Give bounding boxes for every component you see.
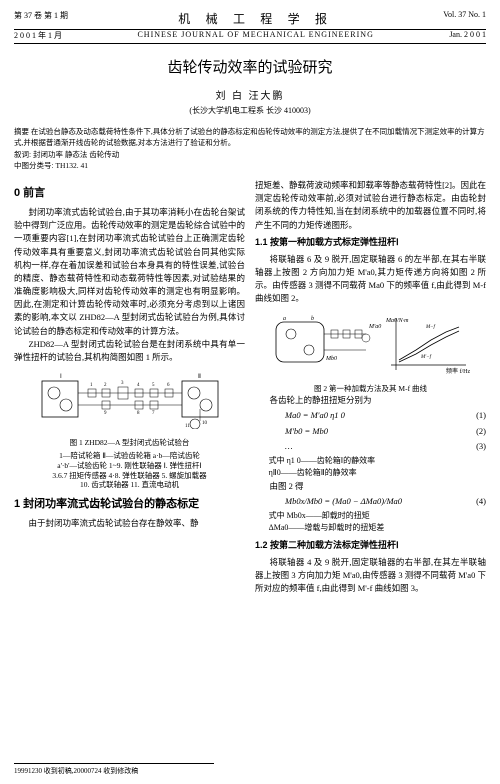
where-2: ηⅡ0——齿轮箱Ⅱ的静效率 bbox=[255, 467, 486, 479]
svg-text:Ⅱ: Ⅱ bbox=[198, 374, 201, 380]
classnum: TH132. 41 bbox=[55, 161, 88, 170]
sub11-para-a: 将联轴器 6 及 9 脱开,固定联轴器 6 的左半部,在其右半联轴器上按图 2 … bbox=[255, 253, 486, 306]
svg-text:频率 f/Hz: 频率 f/Hz bbox=[446, 367, 470, 375]
keywords-label: 叙词: bbox=[14, 150, 31, 159]
date-en: Jan. 2 0 0 1 bbox=[449, 30, 486, 41]
where-4: ΔMa0——增载与卸载时的扭矩差 bbox=[255, 522, 486, 534]
svg-text:2: 2 bbox=[104, 383, 107, 388]
svg-text:Ma0/N·m: Ma0/N·m bbox=[385, 318, 409, 324]
sub11-para-b: 各齿轮上的静扭扭矩分别为 bbox=[255, 394, 486, 407]
svg-text:M'−f: M'−f bbox=[420, 355, 432, 360]
equation-3: …(3) bbox=[255, 440, 486, 453]
subsection-11-heading: 1.1 按第一种加载方式标定弹性扭杆Ⅰ bbox=[255, 236, 486, 250]
svg-text:Mb0: Mb0 bbox=[325, 356, 337, 362]
journal-title-en: CHINESE JOURNAL OF MECHANICAL ENGINEERIN… bbox=[137, 30, 373, 41]
sub11-para-c: 由图 2 得 bbox=[255, 480, 486, 493]
figure-1-legend: 1—陪试轮箱 Ⅱ—试验齿轮箱 a·b—陪试齿轮 a'·b'—试验齿轮 1~9. … bbox=[14, 451, 245, 490]
journal-title-cn: 机 械 工 程 学 报 bbox=[178, 10, 333, 27]
left-column: 0 前言 封闭功率流式齿轮试验台,由于其功率消耗小在齿轮台架试验中得到广泛应用。… bbox=[14, 179, 245, 595]
right-para-cont: 扭矩差、静载荷波动频率和卸载率等静态载荷特性[2]。因此在测定齿轮传动效率前,必… bbox=[255, 179, 486, 232]
classnum-label: 中图分类号: bbox=[14, 161, 54, 170]
equation-4: Mb0x/Mb0 = (Ma0 − ΔMa0)/Ma0(4) bbox=[255, 495, 486, 508]
svg-text:1: 1 bbox=[90, 383, 93, 388]
figure-1: Ⅰ Ⅱ 1 2 3 4 5 6 9 8 7 10 11 bbox=[14, 369, 245, 433]
section-1-heading: 1 封闭功率流式齿轮试验台的静态标定 bbox=[14, 496, 245, 513]
svg-text:Ⅰ: Ⅰ bbox=[60, 374, 62, 380]
abstract-label: 摘要 bbox=[14, 127, 29, 136]
equation-2: M'b0 = Mb0(2) bbox=[255, 425, 486, 438]
svg-text:8: 8 bbox=[137, 411, 140, 416]
where-3: 式中 Mb0x——卸载时的扭矩 bbox=[255, 510, 486, 522]
svg-text:6: 6 bbox=[167, 383, 170, 388]
svg-text:M'a0: M'a0 bbox=[368, 324, 381, 330]
svg-text:7: 7 bbox=[152, 411, 155, 416]
svg-text:11: 11 bbox=[185, 424, 190, 429]
section-0-heading: 0 前言 bbox=[14, 185, 245, 202]
figure-1-caption: 图 1 ZHD82—A 型封闭式齿轮试验台 bbox=[14, 438, 245, 448]
svg-text:M−f: M−f bbox=[425, 325, 436, 330]
abstract-block: 摘要 在试验台静态及动态载荷特性条件下,具体分析了试验台的静态标定和齿轮传动效率… bbox=[14, 126, 486, 171]
intro-para-2: ZHD82—A 型封闭式齿轮试验台是在封闭系统中具有单一弹性扭杆的试验台,其机构… bbox=[14, 338, 245, 364]
where-1: 式中 η1 0——齿轮箱Ⅰ的静效率 bbox=[255, 455, 486, 467]
svg-text:5: 5 bbox=[152, 383, 155, 388]
subsection-12-heading: 1.2 按第二种加载方法标定弹性扭杆Ⅰ bbox=[255, 539, 486, 553]
sec1-para: 由于封闭功率流式齿轮试验台存在静效率、静 bbox=[14, 517, 245, 530]
svg-text:4: 4 bbox=[137, 383, 140, 388]
abstract-text: 在试验台静态及动态载荷特性条件下,具体分析了试验台的静态标定和齿轮传动效率的测定… bbox=[14, 127, 485, 147]
affiliation: (长沙大学机电工程系 长沙 410003) bbox=[14, 105, 486, 116]
svg-text:9: 9 bbox=[104, 411, 107, 416]
figure-2-caption: 图 2 第一种加载方法及其 M-f 曲线 bbox=[255, 384, 486, 394]
equation-1: Ma0 = M'a0 η1 0(1) bbox=[255, 409, 486, 422]
svg-text:10: 10 bbox=[202, 421, 208, 426]
volume-issue-cn: 第 37 卷 第 1 期 bbox=[14, 10, 68, 27]
sub12-para: 将联轴器 4 及 9 脱开,固定联轴器的右半部,在其左半联轴器上按图 3 方向加… bbox=[255, 556, 486, 596]
intro-para-1: 封闭功率流式齿轮试验台,由于其功率消耗小在齿轮台架试验中得到广泛应用。齿轮传动效… bbox=[14, 206, 245, 338]
keywords: 封闭功率 静态法 齿轮传动 bbox=[33, 150, 119, 159]
footnote: 19991230 收到初稿,20000724 收到修改稿 bbox=[14, 763, 214, 776]
svg-text:a: a bbox=[283, 316, 286, 322]
figure-2: a b M'a0 Mb0 Ma0/N·m 频率 f/Hz M−f M'−f bbox=[255, 310, 486, 379]
date-cn: 2 0 0 1 年 1 月 bbox=[14, 30, 62, 41]
svg-text:3: 3 bbox=[121, 381, 124, 386]
svg-text:b: b bbox=[311, 316, 314, 322]
right-column: 扭矩差、静载荷波动频率和卸载率等静态载荷特性[2]。因此在测定齿轮传动效率前,必… bbox=[255, 179, 486, 595]
authors: 刘 白 汪大鹏 bbox=[14, 87, 486, 102]
paper-title: 齿轮传动效率的试验研究 bbox=[14, 56, 486, 77]
volume-en: Vol. 37 No. 1 bbox=[443, 10, 486, 27]
